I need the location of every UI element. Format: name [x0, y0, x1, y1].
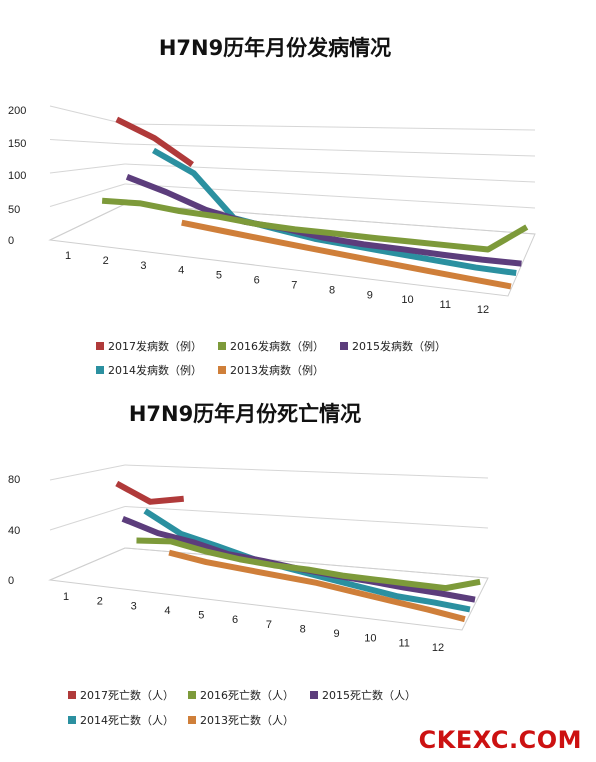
gridline	[124, 123, 536, 131]
y-tick-label: 40	[8, 525, 20, 537]
side-gridline	[49, 464, 126, 481]
x-tick-label: 11	[440, 299, 451, 311]
x-tick-label: 4	[178, 265, 184, 277]
gridline	[124, 163, 536, 183]
x-tick-label: 2	[103, 255, 109, 267]
gridline	[124, 183, 536, 209]
x-tick-label: 12	[432, 642, 444, 654]
x-tick-label: 5	[216, 270, 222, 282]
x-tick-label: 10	[401, 294, 413, 306]
y-tick-label: 80	[8, 474, 20, 486]
legend-label: 2017发病数（例）	[108, 339, 202, 353]
legend-label: 2014发病数（例）	[108, 363, 202, 377]
x-tick-label: 5	[198, 610, 204, 622]
legend-swatch	[340, 342, 348, 350]
x-tick-label: 8	[300, 623, 306, 635]
legend-label: 2013发病数（例）	[230, 363, 324, 377]
y-tick-label: 100	[8, 170, 26, 182]
gridline	[124, 506, 489, 529]
x-tick-label: 9	[333, 628, 339, 640]
x-tick-label: 6	[232, 614, 238, 626]
chart-title: H7N9历年月份死亡情况	[129, 402, 361, 426]
legend-swatch	[218, 366, 226, 374]
y-tick-label: 50	[8, 204, 20, 216]
x-tick-label: 1	[63, 591, 69, 603]
legend-swatch	[96, 366, 104, 374]
side-gridline	[49, 506, 126, 531]
series-line	[168, 549, 466, 623]
x-tick-label: 1	[65, 250, 71, 262]
x-tick-label: 3	[140, 260, 146, 272]
legend-label: 2015发病数（例）	[352, 339, 446, 353]
x-tick-label: 4	[164, 605, 170, 617]
side-gridline	[49, 139, 126, 145]
x-tick-label: 7	[291, 279, 297, 291]
legend-label: 2013死亡数（人）	[200, 713, 294, 727]
legend-label: 2016发病数（例）	[230, 339, 324, 353]
legend-label: 2016死亡数（人）	[200, 688, 294, 702]
legend-swatch	[188, 716, 196, 724]
legend-swatch	[188, 691, 196, 699]
legend-swatch	[68, 716, 76, 724]
gridline	[124, 143, 536, 157]
legend-swatch	[310, 691, 318, 699]
x-tick-label: 7	[266, 619, 272, 631]
series-line	[115, 116, 194, 168]
chart-title: H7N9历年月份发病情况	[159, 36, 391, 60]
legend-swatch	[68, 691, 76, 699]
watermark-logo: CKEXC.COM	[418, 726, 582, 754]
chart-floor	[48, 547, 489, 631]
series-line	[136, 537, 481, 592]
x-tick-label: 11	[398, 637, 409, 649]
legend-swatch	[218, 342, 226, 350]
side-gridline	[49, 105, 126, 125]
series-line	[101, 197, 529, 253]
legend-label: 2017死亡数（人）	[80, 688, 174, 702]
x-tick-label: 8	[329, 284, 335, 296]
y-tick-label: 0	[8, 575, 14, 587]
side-gridline	[49, 163, 126, 174]
gridline	[124, 464, 489, 479]
legend-swatch	[96, 342, 104, 350]
legend-label: 2015死亡数（人）	[322, 688, 416, 702]
series-line	[115, 480, 185, 505]
series-line	[181, 219, 512, 290]
y-tick-label: 150	[8, 138, 26, 150]
y-tick-label: 200	[8, 105, 26, 117]
x-tick-label: 2	[97, 596, 103, 608]
legend-label: 2014死亡数（人）	[80, 713, 174, 727]
chart-floor	[48, 203, 536, 297]
series-line	[125, 174, 522, 267]
x-tick-label: 12	[477, 304, 489, 316]
side-gridline	[49, 183, 126, 207]
y-tick-label: 0	[8, 235, 14, 247]
x-tick-label: 3	[131, 600, 137, 612]
x-tick-label: 9	[367, 289, 373, 301]
x-tick-label: 6	[254, 275, 260, 287]
x-tick-label: 10	[364, 633, 376, 645]
